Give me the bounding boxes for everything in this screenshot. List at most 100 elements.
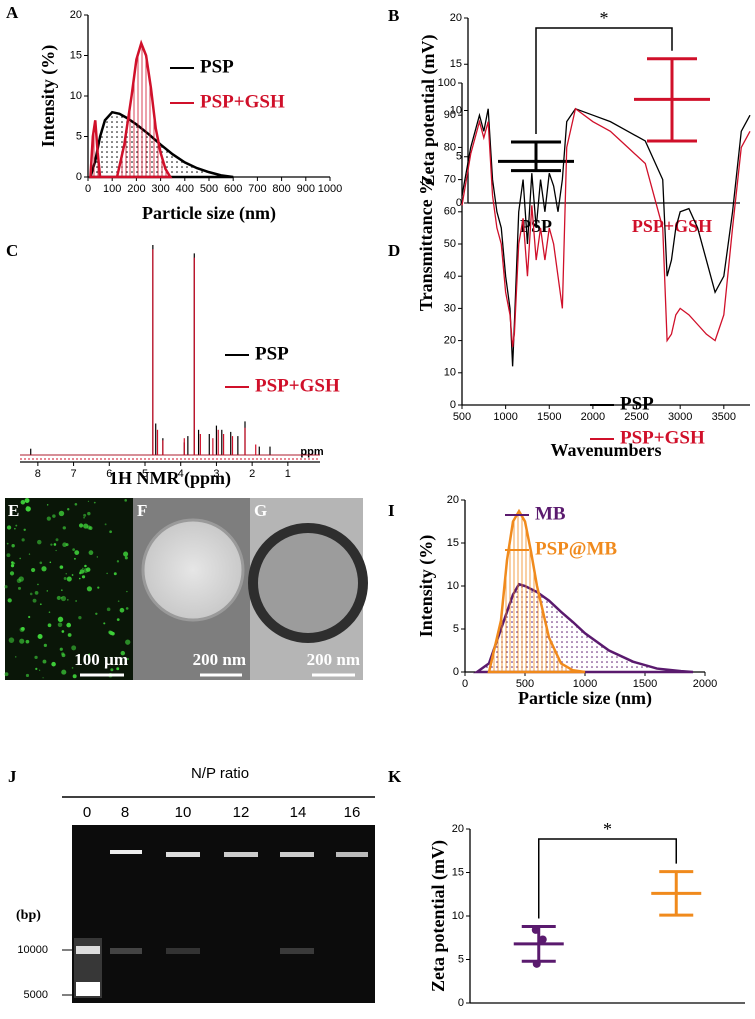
x-tick-label: MB: [524, 1016, 553, 1019]
y-tick-label: 5: [456, 151, 462, 163]
fluorescence-dot: [81, 575, 86, 579]
fluorescence-dot: [106, 607, 111, 612]
panel-label: B: [388, 6, 399, 25]
fluorescence-dot: [71, 667, 74, 669]
fluorescence-dot: [11, 561, 14, 564]
fluorescence-dot: [110, 668, 114, 672]
fluorescence-dot: [109, 530, 112, 534]
fluorescence-dot: [48, 611, 51, 614]
fluorescence-dot: [78, 615, 82, 620]
lane-label: 8: [121, 804, 129, 821]
x-tick-label: 600: [224, 183, 242, 195]
x-tick-label: 6: [106, 468, 112, 480]
band: [336, 852, 368, 857]
band: [76, 982, 100, 996]
band: [110, 948, 142, 954]
fluorescence-dot: [66, 576, 72, 582]
fluorescence-dot: [73, 557, 76, 560]
y-tick-label: 15: [447, 537, 459, 549]
y-axis-label: Zeta potential (mV): [428, 840, 449, 992]
fluorescence-dot: [49, 561, 52, 564]
series-line: [487, 508, 586, 674]
y-tick-label: 50: [444, 238, 456, 250]
series-line: [89, 39, 173, 179]
image-panels: E F G 100 µm 200 nm 200 nm: [4, 498, 368, 680]
y-tick-label: 0: [76, 171, 82, 183]
y-axis-label: Transmittance %: [416, 177, 436, 311]
fluorescence-dot: [83, 516, 85, 519]
fluorescence-dot: [71, 574, 74, 576]
fluorescence-dot: [38, 669, 41, 671]
band: [166, 948, 200, 954]
x-tick-label: 500: [200, 183, 218, 195]
fluorescence-dot: [125, 639, 131, 645]
lane-label: 12: [233, 804, 250, 821]
fluorescence-dot: [28, 615, 31, 619]
fluorescence-dot: [46, 516, 51, 521]
fluorescence-dot: [72, 548, 75, 552]
data-point: [538, 935, 547, 944]
legend-label: PSP+GSH: [620, 427, 705, 448]
fluorescence-dot: [42, 659, 47, 664]
y-tick-label: 70: [444, 174, 456, 186]
fluorescence-dot: [61, 652, 65, 656]
particle: [248, 523, 368, 643]
y-tick-label: 15: [70, 49, 82, 61]
band: [110, 850, 142, 854]
fluorescence-dot: [35, 667, 38, 670]
fluorescence-dot: [15, 524, 18, 527]
y-tick-label: 80: [444, 141, 456, 153]
y-tick-label: 20: [452, 823, 464, 835]
fluorescence-dot: [16, 578, 22, 583]
fluorescence-dot: [72, 674, 77, 679]
fluorescence-dot: [126, 590, 128, 593]
fluorescence-dot: [116, 618, 120, 621]
panel-label: A: [6, 3, 19, 22]
fluorescence-dot: [9, 571, 15, 576]
fluorescence-dot: [25, 506, 31, 512]
fluorescence-dot: [109, 630, 114, 636]
fluorescence-dot: [62, 542, 67, 548]
fluorescence-dot: [125, 607, 129, 610]
legend-label: PSP@MB: [535, 538, 617, 559]
y-tick-label: 20: [447, 494, 459, 506]
y-tick-label: 10: [444, 367, 456, 379]
y-tick-label: 0: [453, 666, 459, 678]
fluorescence-dot: [46, 590, 49, 592]
fluorescence-dot: [23, 528, 26, 532]
panel-label: F: [137, 501, 147, 520]
series-line: [461, 107, 751, 367]
fluorescence-dot: [87, 511, 91, 516]
y-tick-label: 10: [450, 104, 462, 116]
panel-label: E: [8, 501, 19, 520]
fluorescence-dot: [124, 499, 127, 502]
lane-label: 0: [83, 804, 91, 821]
x-tick-label: 4: [178, 468, 184, 480]
fluorescence-dot: [58, 510, 65, 517]
fluorescence-dot: [10, 564, 15, 568]
y-tick-label: 10: [447, 580, 459, 592]
fluorescence-dot: [24, 498, 30, 503]
fluorescence-dot: [113, 572, 117, 576]
fluorescence-dot: [42, 677, 44, 679]
fluorescence-dot: [28, 553, 31, 555]
y-tick-label: 100: [438, 77, 456, 89]
fluorescence-dot: [67, 508, 70, 511]
y-tick-label: 10: [452, 910, 464, 922]
fluorescence-dot: [116, 560, 120, 563]
x-tick-label: 300: [151, 183, 169, 195]
panel-label: J: [8, 767, 17, 786]
fluorescence-dot: [61, 630, 65, 633]
fluorescence-dot: [20, 500, 26, 505]
fluorescence-dot: [8, 637, 15, 643]
fluorescence-dot: [66, 622, 72, 628]
fluorescence-dot: [93, 501, 96, 504]
y-tick-label: 90: [444, 109, 456, 121]
fluorescence-dot: [71, 645, 77, 651]
x-tick-label: 900: [297, 183, 315, 195]
fluorescence-dot: [29, 592, 33, 596]
x-axis-label: Particle size (nm): [518, 688, 652, 709]
fluorescence-dot: [96, 556, 98, 558]
band: [224, 852, 258, 857]
fluorescence-dot: [34, 655, 38, 660]
